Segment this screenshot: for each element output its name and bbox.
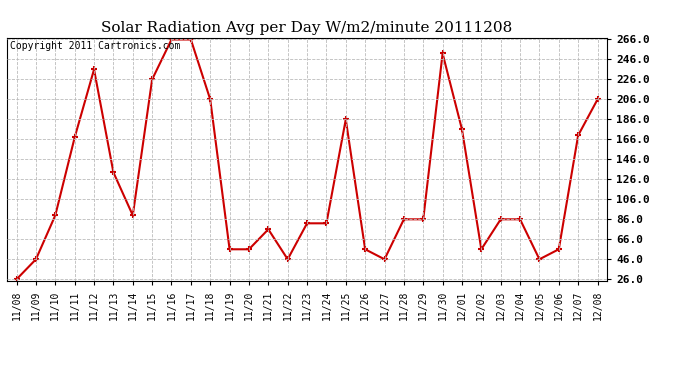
Text: Copyright 2011 Cartronics.com: Copyright 2011 Cartronics.com — [10, 41, 180, 51]
Title: Solar Radiation Avg per Day W/m2/minute 20111208: Solar Radiation Avg per Day W/m2/minute … — [101, 21, 513, 35]
